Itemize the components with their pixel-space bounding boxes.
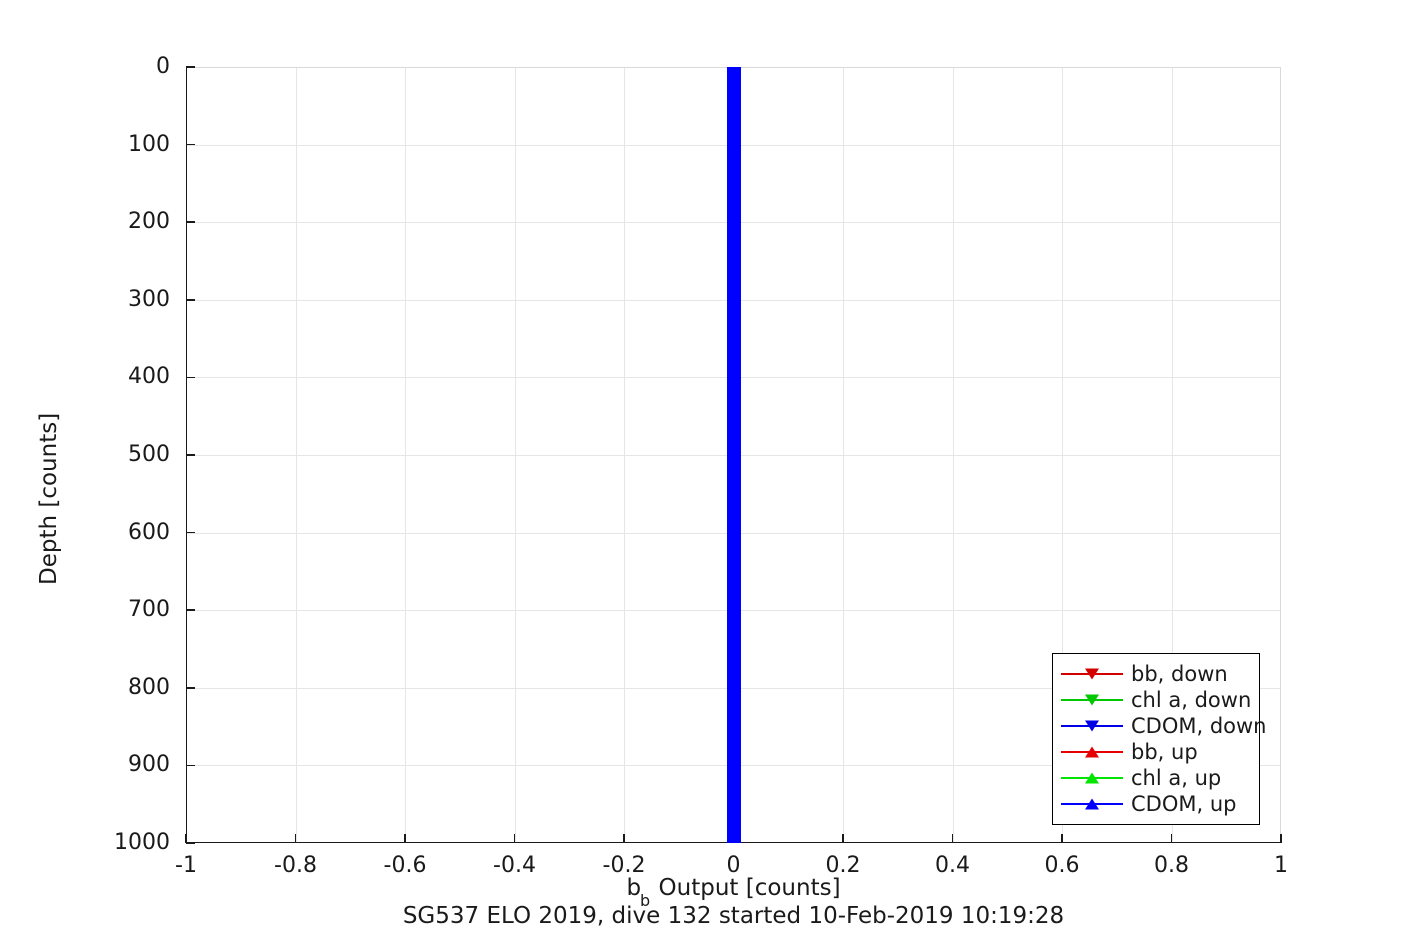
- y-axis-tick: [186, 609, 195, 611]
- y-axis-tick: [186, 376, 195, 379]
- x-axis-title: bb Output [counts]: [186, 875, 1281, 910]
- y-axis-tick-label: 1000: [114, 830, 170, 855]
- y-axis-tick: [186, 764, 195, 767]
- figure-subtitle: SG537 ELO 2019, dive 132 started 10-Feb-…: [402, 903, 1065, 929]
- y-axis-tick-label: 0: [156, 54, 170, 79]
- legend-sample: [1061, 741, 1123, 763]
- x-axis-tick: [951, 834, 954, 843]
- legend-label: chl a, up: [1131, 765, 1222, 790]
- x-axis-tick: [732, 834, 735, 843]
- y-axis-tick: [186, 221, 195, 223]
- gridline-vertical: [733, 67, 735, 843]
- gridline-vertical: [843, 67, 844, 843]
- x-axis-tick: [1170, 834, 1173, 843]
- gridline-vertical: [1171, 67, 1173, 843]
- y-axis-title: Depth [counts]: [36, 412, 62, 585]
- x-axis-tick: [513, 834, 516, 843]
- x-axis-tick-label: 1: [1274, 853, 1288, 878]
- y-axis-tick: [186, 143, 195, 146]
- gridline-vertical: [514, 67, 516, 843]
- y-axis-tick: [186, 687, 195, 689]
- y-axis-tick-label: 600: [128, 519, 170, 545]
- x-axis-title-subscript: b: [640, 890, 651, 910]
- y-axis-tick: [186, 66, 195, 68]
- legend-sample: [1061, 793, 1123, 815]
- y-axis-tick-label: 800: [128, 674, 170, 700]
- gridline-vertical: [952, 67, 954, 843]
- gridline-vertical: [624, 67, 625, 843]
- gridline-vertical: [1062, 67, 1063, 843]
- triangle-down-icon: [1085, 668, 1099, 680]
- x-axis-tick-label: 0.8: [1154, 853, 1189, 878]
- x-axis-tick: [1061, 834, 1063, 843]
- x-axis-tick: [623, 834, 625, 843]
- legend-label: CDOM, down: [1131, 713, 1267, 738]
- triangle-down-icon: [1085, 694, 1099, 706]
- x-axis-tick: [185, 834, 187, 843]
- legend-label: chl a, down: [1131, 687, 1252, 712]
- y-axis-tick-label: 400: [128, 364, 170, 390]
- x-axis-tick-label: 0.2: [825, 853, 861, 878]
- gridline-vertical: [295, 67, 297, 843]
- y-axis-tick: [186, 531, 195, 534]
- y-axis-tick-label: 300: [128, 286, 170, 312]
- x-axis-tick-label: -0.6: [383, 853, 427, 878]
- x-axis-tick: [294, 834, 297, 843]
- y-axis-tick: [186, 842, 195, 844]
- x-axis-tick-label: 0.4: [935, 853, 970, 878]
- legend-sample: [1061, 689, 1123, 711]
- x-axis-title-rest: Output [counts]: [651, 875, 841, 901]
- y-axis-tick: [186, 454, 195, 456]
- x-axis-tick: [404, 834, 406, 843]
- gridline-vertical: [405, 67, 406, 843]
- x-axis-tick: [1280, 834, 1282, 843]
- x-axis-tick-label: 0.6: [1044, 853, 1080, 878]
- x-axis-tick-label: -0.8: [274, 853, 317, 878]
- triangle-up-icon: [1085, 746, 1099, 758]
- legend[interactable]: bb, down chl a, down CDOM, down bb, up chl a…: [1052, 653, 1267, 825]
- legend-sample: [1061, 767, 1123, 789]
- x-axis-tick-label: -0.2: [602, 853, 646, 878]
- y-axis-tick-label: 200: [128, 209, 170, 235]
- y-axis-tick-label: 500: [128, 442, 170, 467]
- legend-sample: [1061, 663, 1123, 685]
- triangle-up-icon: [1085, 772, 1099, 784]
- legend-item[interactable]: CDOM, down: [1053, 713, 1267, 739]
- x-axis-tick-label: 0: [726, 853, 741, 878]
- x-axis-title-main: b: [626, 875, 642, 901]
- x-axis-tick-label: -0.4: [493, 853, 536, 878]
- legend-item[interactable]: chl a, down: [1053, 687, 1259, 713]
- legend-item[interactable]: bb, up: [1053, 739, 1259, 765]
- x-axis-tick-label: -1: [175, 853, 197, 878]
- y-axis-tick-label: 100: [128, 131, 170, 157]
- y-axis-tick-label: 700: [128, 597, 170, 623]
- y-axis-tick: [186, 299, 195, 301]
- x-axis-tick: [842, 834, 844, 843]
- triangle-down-icon: [1085, 720, 1099, 732]
- legend-item[interactable]: chl a, up: [1053, 765, 1259, 791]
- legend-label: bb, up: [1131, 739, 1198, 764]
- triangle-up-icon: [1085, 798, 1099, 810]
- legend-item[interactable]: bb, down: [1053, 661, 1259, 687]
- axis-spine-right: [1279, 67, 1281, 843]
- axis-spine-top: [186, 67, 1281, 69]
- legend-sample: [1061, 715, 1123, 737]
- legend-label: CDOM, up: [1131, 791, 1237, 816]
- legend-label: bb, down: [1131, 661, 1228, 686]
- y-axis-tick-label: 900: [128, 752, 170, 778]
- legend-item[interactable]: CDOM, up: [1053, 791, 1259, 817]
